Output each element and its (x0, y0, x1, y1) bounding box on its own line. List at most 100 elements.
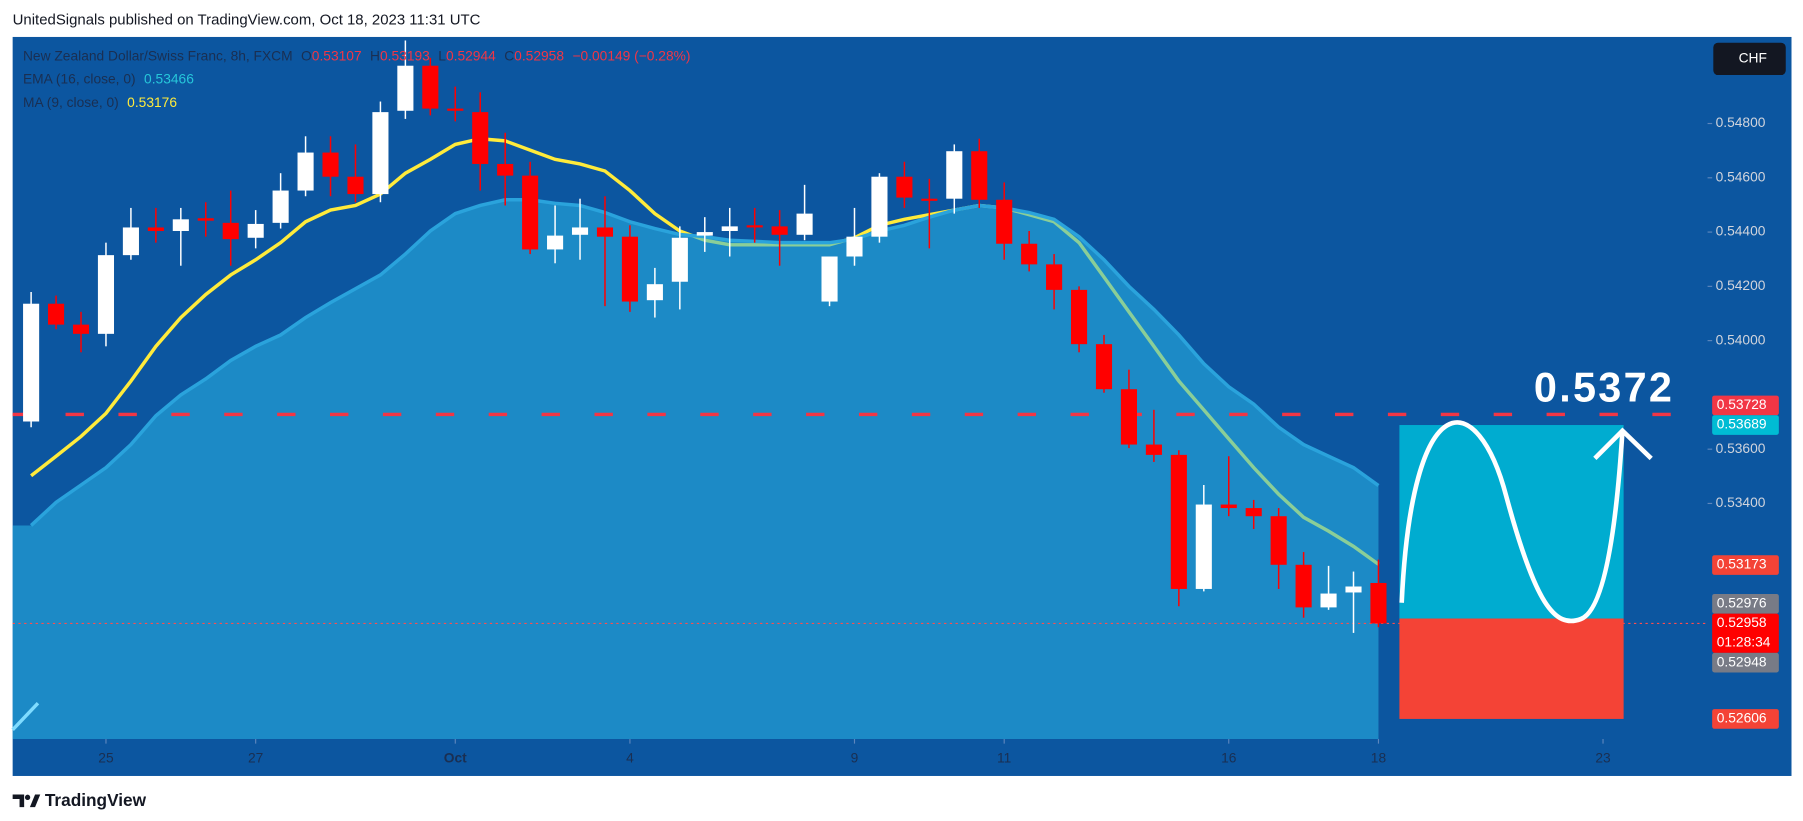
price-label-bg (1712, 555, 1779, 575)
x-tick-label: 16 (1221, 749, 1237, 765)
price-label-bg (1712, 395, 1779, 416)
candle-body (721, 226, 738, 231)
candle-body (72, 324, 90, 334)
candle-body (671, 237, 688, 282)
candle-body (621, 236, 638, 302)
logo-dot (24, 794, 31, 800)
legend-ema: EMA (16, close, 0) 0.53466 (23, 70, 194, 86)
candle-body (571, 227, 589, 235)
legend-main: New Zealand Dollar/Swiss Franc, 8h, FXCM… (23, 47, 690, 63)
price-label: 0.53728 (1717, 396, 1767, 412)
x-tick-label: 4 (626, 749, 634, 765)
brand: TradingView (45, 790, 147, 810)
target-annotation: 0.5372 (1534, 363, 1674, 410)
price-label-bg (1712, 593, 1779, 614)
legend-close: 0.52958 (514, 47, 564, 63)
x-tick-label: 25 (98, 749, 114, 765)
candle-body (147, 227, 164, 231)
price-label: 0.52948 (1717, 653, 1767, 669)
candle-body (247, 223, 264, 238)
legend-change: −0.00149 (−0.28%) (572, 47, 690, 63)
x-tick-label: 11 (997, 749, 1011, 765)
candle-body (971, 151, 988, 200)
legend-o: O (301, 47, 312, 63)
candle-body (1095, 344, 1113, 390)
countdown: 01:28:34 (1717, 634, 1771, 650)
candle-body (197, 218, 214, 221)
y-tick-label: 0.53400 (1716, 494, 1766, 510)
candle-body (1046, 264, 1063, 290)
x-tick-label: 27 (248, 749, 263, 765)
price-label-bg (1712, 652, 1779, 673)
candle-body (272, 190, 289, 223)
candle-body (472, 112, 489, 164)
candle-body (946, 151, 963, 199)
currency-box[interactable] (1713, 42, 1786, 76)
candle-body (646, 284, 663, 301)
projection-arrow (1593, 427, 1653, 461)
legend-ma-name: MA (9, close, 0) (23, 93, 119, 109)
candle-body (696, 232, 713, 236)
candle-body (771, 226, 788, 235)
candle-body (23, 303, 40, 422)
candle-body (122, 227, 139, 256)
candle-body (297, 152, 314, 191)
candle-body (372, 112, 389, 195)
y-tick-label: 0.54000 (1716, 331, 1766, 347)
y-tick-label: 0.54600 (1716, 168, 1766, 184)
candle-body (547, 235, 564, 250)
candle-body (871, 176, 888, 237)
legend-title: New Zealand Dollar/Swiss Franc, 8h, FXCM (23, 47, 293, 63)
plot: 0.53400 0.53600 0.54000 0.54200 0.54400 0.546… (12, 40, 1779, 765)
candle-body (97, 255, 115, 334)
currency-label[interactable]: CHF (1739, 50, 1767, 66)
legend-c: C (504, 47, 514, 63)
price-label: 0.52976 (1717, 594, 1767, 610)
price-label: 0.53689 (1717, 416, 1767, 432)
legend-low: 0.52944 (446, 47, 496, 63)
candle-body (447, 108, 464, 111)
candle-body (397, 65, 414, 111)
ema-area (12, 199, 1379, 740)
candle-body (497, 163, 514, 176)
x-tick-label: Oct (444, 749, 467, 765)
price-label-bg (1712, 613, 1779, 653)
price-label: 0.52958 (1717, 614, 1767, 630)
candle-body (1070, 289, 1088, 345)
candle-body (172, 219, 189, 231)
candle-body (1370, 582, 1387, 624)
candle-body (1295, 564, 1312, 608)
publish-info: UnitedSignals published on TradingView.c… (13, 12, 481, 29)
x-tick-label: 9 (851, 749, 859, 765)
price-label: 0.52606 (1717, 710, 1767, 726)
y-tick-label: 0.53600 (1716, 440, 1766, 456)
candle-body (1345, 586, 1362, 593)
candle-body (996, 199, 1013, 244)
legend-ma-value: 0.53176 (127, 93, 177, 109)
candle-body (1120, 389, 1137, 445)
candle-body (796, 213, 813, 235)
candle-body (896, 176, 913, 198)
trendline-fragment (11, 702, 40, 731)
candle-body (921, 198, 938, 201)
legend-high: 0.53193 (380, 47, 430, 63)
candle-body (1170, 454, 1187, 589)
position-loss (1399, 618, 1624, 719)
candle-body (846, 236, 863, 257)
x-tick-label: 18 (1371, 749, 1387, 765)
candle-body (596, 227, 614, 237)
candle-body (1145, 444, 1162, 455)
price-label-bg (1712, 709, 1779, 729)
y-tick-label: 0.54400 (1716, 223, 1766, 239)
candle-body (1245, 508, 1262, 517)
legend-h: H (370, 47, 380, 63)
candle-body (222, 222, 239, 240)
legend-ema-name: EMA (16, close, 0) (23, 70, 136, 86)
legend-ema-value: 0.53466 (144, 70, 194, 86)
candle-body (1021, 243, 1038, 265)
candle-body (1320, 593, 1337, 608)
x-tick-label: 23 (1595, 749, 1611, 765)
logo-slash (29, 794, 41, 808)
